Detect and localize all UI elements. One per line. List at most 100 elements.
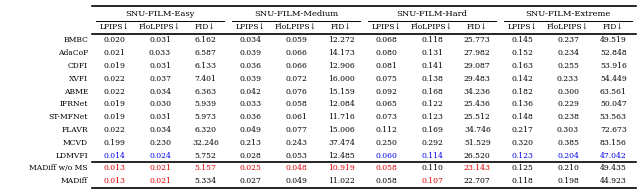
Text: 0.039: 0.039 (239, 75, 262, 83)
Text: 11.022: 11.022 (328, 177, 355, 185)
Text: FID↓: FID↓ (195, 23, 216, 31)
Text: 0.199: 0.199 (104, 139, 125, 147)
Text: 0.059: 0.059 (285, 36, 307, 44)
Text: 0.229: 0.229 (557, 100, 579, 108)
Text: 0.234: 0.234 (557, 49, 579, 57)
Text: 0.072: 0.072 (285, 75, 307, 83)
Text: 0.233: 0.233 (557, 75, 579, 83)
Text: 0.243: 0.243 (285, 139, 307, 147)
Text: 0.068: 0.068 (376, 36, 397, 44)
Text: 0.013: 0.013 (104, 164, 125, 172)
Text: 0.019: 0.019 (104, 62, 125, 70)
Text: SNU-FILM-Hard: SNU-FILM-Hard (397, 9, 467, 18)
Text: FloLPIPS↓: FloLPIPS↓ (275, 23, 317, 31)
Text: 0.031: 0.031 (149, 62, 171, 70)
Text: SNU-FILM-Extreme: SNU-FILM-Extreme (525, 9, 611, 18)
Text: 0.060: 0.060 (376, 152, 397, 160)
Text: 0.077: 0.077 (285, 126, 307, 134)
Text: 0.073: 0.073 (376, 113, 397, 121)
Text: 53.916: 53.916 (600, 62, 627, 70)
Text: 50.047: 50.047 (600, 100, 627, 108)
Text: 6.162: 6.162 (195, 36, 216, 44)
Text: 0.031: 0.031 (149, 113, 171, 121)
Text: LPIPS↓: LPIPS↓ (236, 23, 266, 31)
Text: 0.031: 0.031 (149, 36, 171, 44)
Text: 5.157: 5.157 (195, 164, 216, 172)
Text: 29.087: 29.087 (464, 62, 491, 70)
Text: 0.238: 0.238 (557, 113, 579, 121)
Text: 52.848: 52.848 (600, 49, 627, 57)
Text: 0.033: 0.033 (239, 100, 262, 108)
Text: FloLPIPS↓: FloLPIPS↓ (411, 23, 453, 31)
Text: 0.022: 0.022 (104, 75, 125, 83)
Text: 0.118: 0.118 (512, 177, 534, 185)
Text: 37.474: 37.474 (328, 139, 355, 147)
Text: 29.483: 29.483 (464, 75, 491, 83)
Text: 72.673: 72.673 (600, 126, 627, 134)
Text: ABME: ABME (63, 88, 88, 96)
Text: 0.198: 0.198 (557, 177, 579, 185)
Text: 0.034: 0.034 (149, 88, 171, 96)
Text: 26.520: 26.520 (464, 152, 491, 160)
Text: 0.300: 0.300 (557, 88, 579, 96)
Text: 0.122: 0.122 (421, 100, 443, 108)
Text: 0.168: 0.168 (421, 88, 443, 96)
Text: 0.065: 0.065 (376, 100, 397, 108)
Text: 0.021: 0.021 (104, 49, 125, 57)
Text: 16.000: 16.000 (328, 75, 355, 83)
Text: 6.320: 6.320 (195, 126, 216, 134)
Text: 6.133: 6.133 (195, 62, 216, 70)
Text: 0.213: 0.213 (239, 139, 262, 147)
Text: LPIPS↓: LPIPS↓ (100, 23, 130, 31)
Text: 0.320: 0.320 (511, 139, 534, 147)
Text: 63.561: 63.561 (600, 88, 627, 96)
Text: 0.020: 0.020 (104, 36, 125, 44)
Text: 0.131: 0.131 (421, 49, 443, 57)
Text: 83.156: 83.156 (600, 139, 627, 147)
Text: 0.027: 0.027 (240, 177, 262, 185)
Text: 34.746: 34.746 (464, 126, 491, 134)
Text: MADiff: MADiff (61, 177, 88, 185)
Text: 0.024: 0.024 (149, 152, 171, 160)
Text: 0.118: 0.118 (421, 36, 443, 44)
Text: 0.125: 0.125 (512, 164, 534, 172)
Text: 0.037: 0.037 (149, 75, 171, 83)
Text: 0.030: 0.030 (149, 100, 171, 108)
Text: 25.773: 25.773 (464, 36, 491, 44)
Text: AdaCoF: AdaCoF (58, 49, 88, 57)
Text: 49.435: 49.435 (600, 164, 627, 172)
Text: 0.163: 0.163 (511, 62, 534, 70)
Text: 0.049: 0.049 (240, 126, 262, 134)
Text: 0.169: 0.169 (421, 126, 443, 134)
Text: 6.587: 6.587 (195, 49, 216, 57)
Text: 12.485: 12.485 (328, 152, 355, 160)
Text: 0.021: 0.021 (149, 164, 171, 172)
Text: 44.923: 44.923 (600, 177, 627, 185)
Text: 0.112: 0.112 (376, 126, 397, 134)
Text: LPIPS↓: LPIPS↓ (372, 23, 402, 31)
Text: FID↓: FID↓ (467, 23, 488, 31)
Text: 5.973: 5.973 (195, 113, 216, 121)
Text: 0.114: 0.114 (421, 152, 443, 160)
Text: 0.080: 0.080 (376, 49, 397, 57)
Text: LDMVFI: LDMVFI (56, 152, 88, 160)
Text: 0.210: 0.210 (557, 164, 579, 172)
Text: 0.250: 0.250 (376, 139, 397, 147)
Text: 0.019: 0.019 (104, 113, 125, 121)
Text: 5.752: 5.752 (195, 152, 216, 160)
Text: CDFI: CDFI (68, 62, 88, 70)
Text: 0.058: 0.058 (285, 100, 307, 108)
Text: 0.385: 0.385 (557, 139, 579, 147)
Text: 25.512: 25.512 (464, 113, 491, 121)
Text: 0.039: 0.039 (239, 49, 262, 57)
Text: 0.048: 0.048 (285, 164, 307, 172)
Text: 51.529: 51.529 (464, 139, 491, 147)
Text: SNU-FILM-Easy: SNU-FILM-Easy (125, 9, 195, 18)
Text: BMBC: BMBC (63, 36, 88, 44)
Text: 0.022: 0.022 (104, 126, 125, 134)
Text: 0.123: 0.123 (511, 152, 534, 160)
Text: 12.272: 12.272 (328, 36, 355, 44)
Text: 5.334: 5.334 (195, 177, 216, 185)
Text: FloLPIPS↓: FloLPIPS↓ (139, 23, 181, 31)
Text: 32.246: 32.246 (192, 139, 219, 147)
